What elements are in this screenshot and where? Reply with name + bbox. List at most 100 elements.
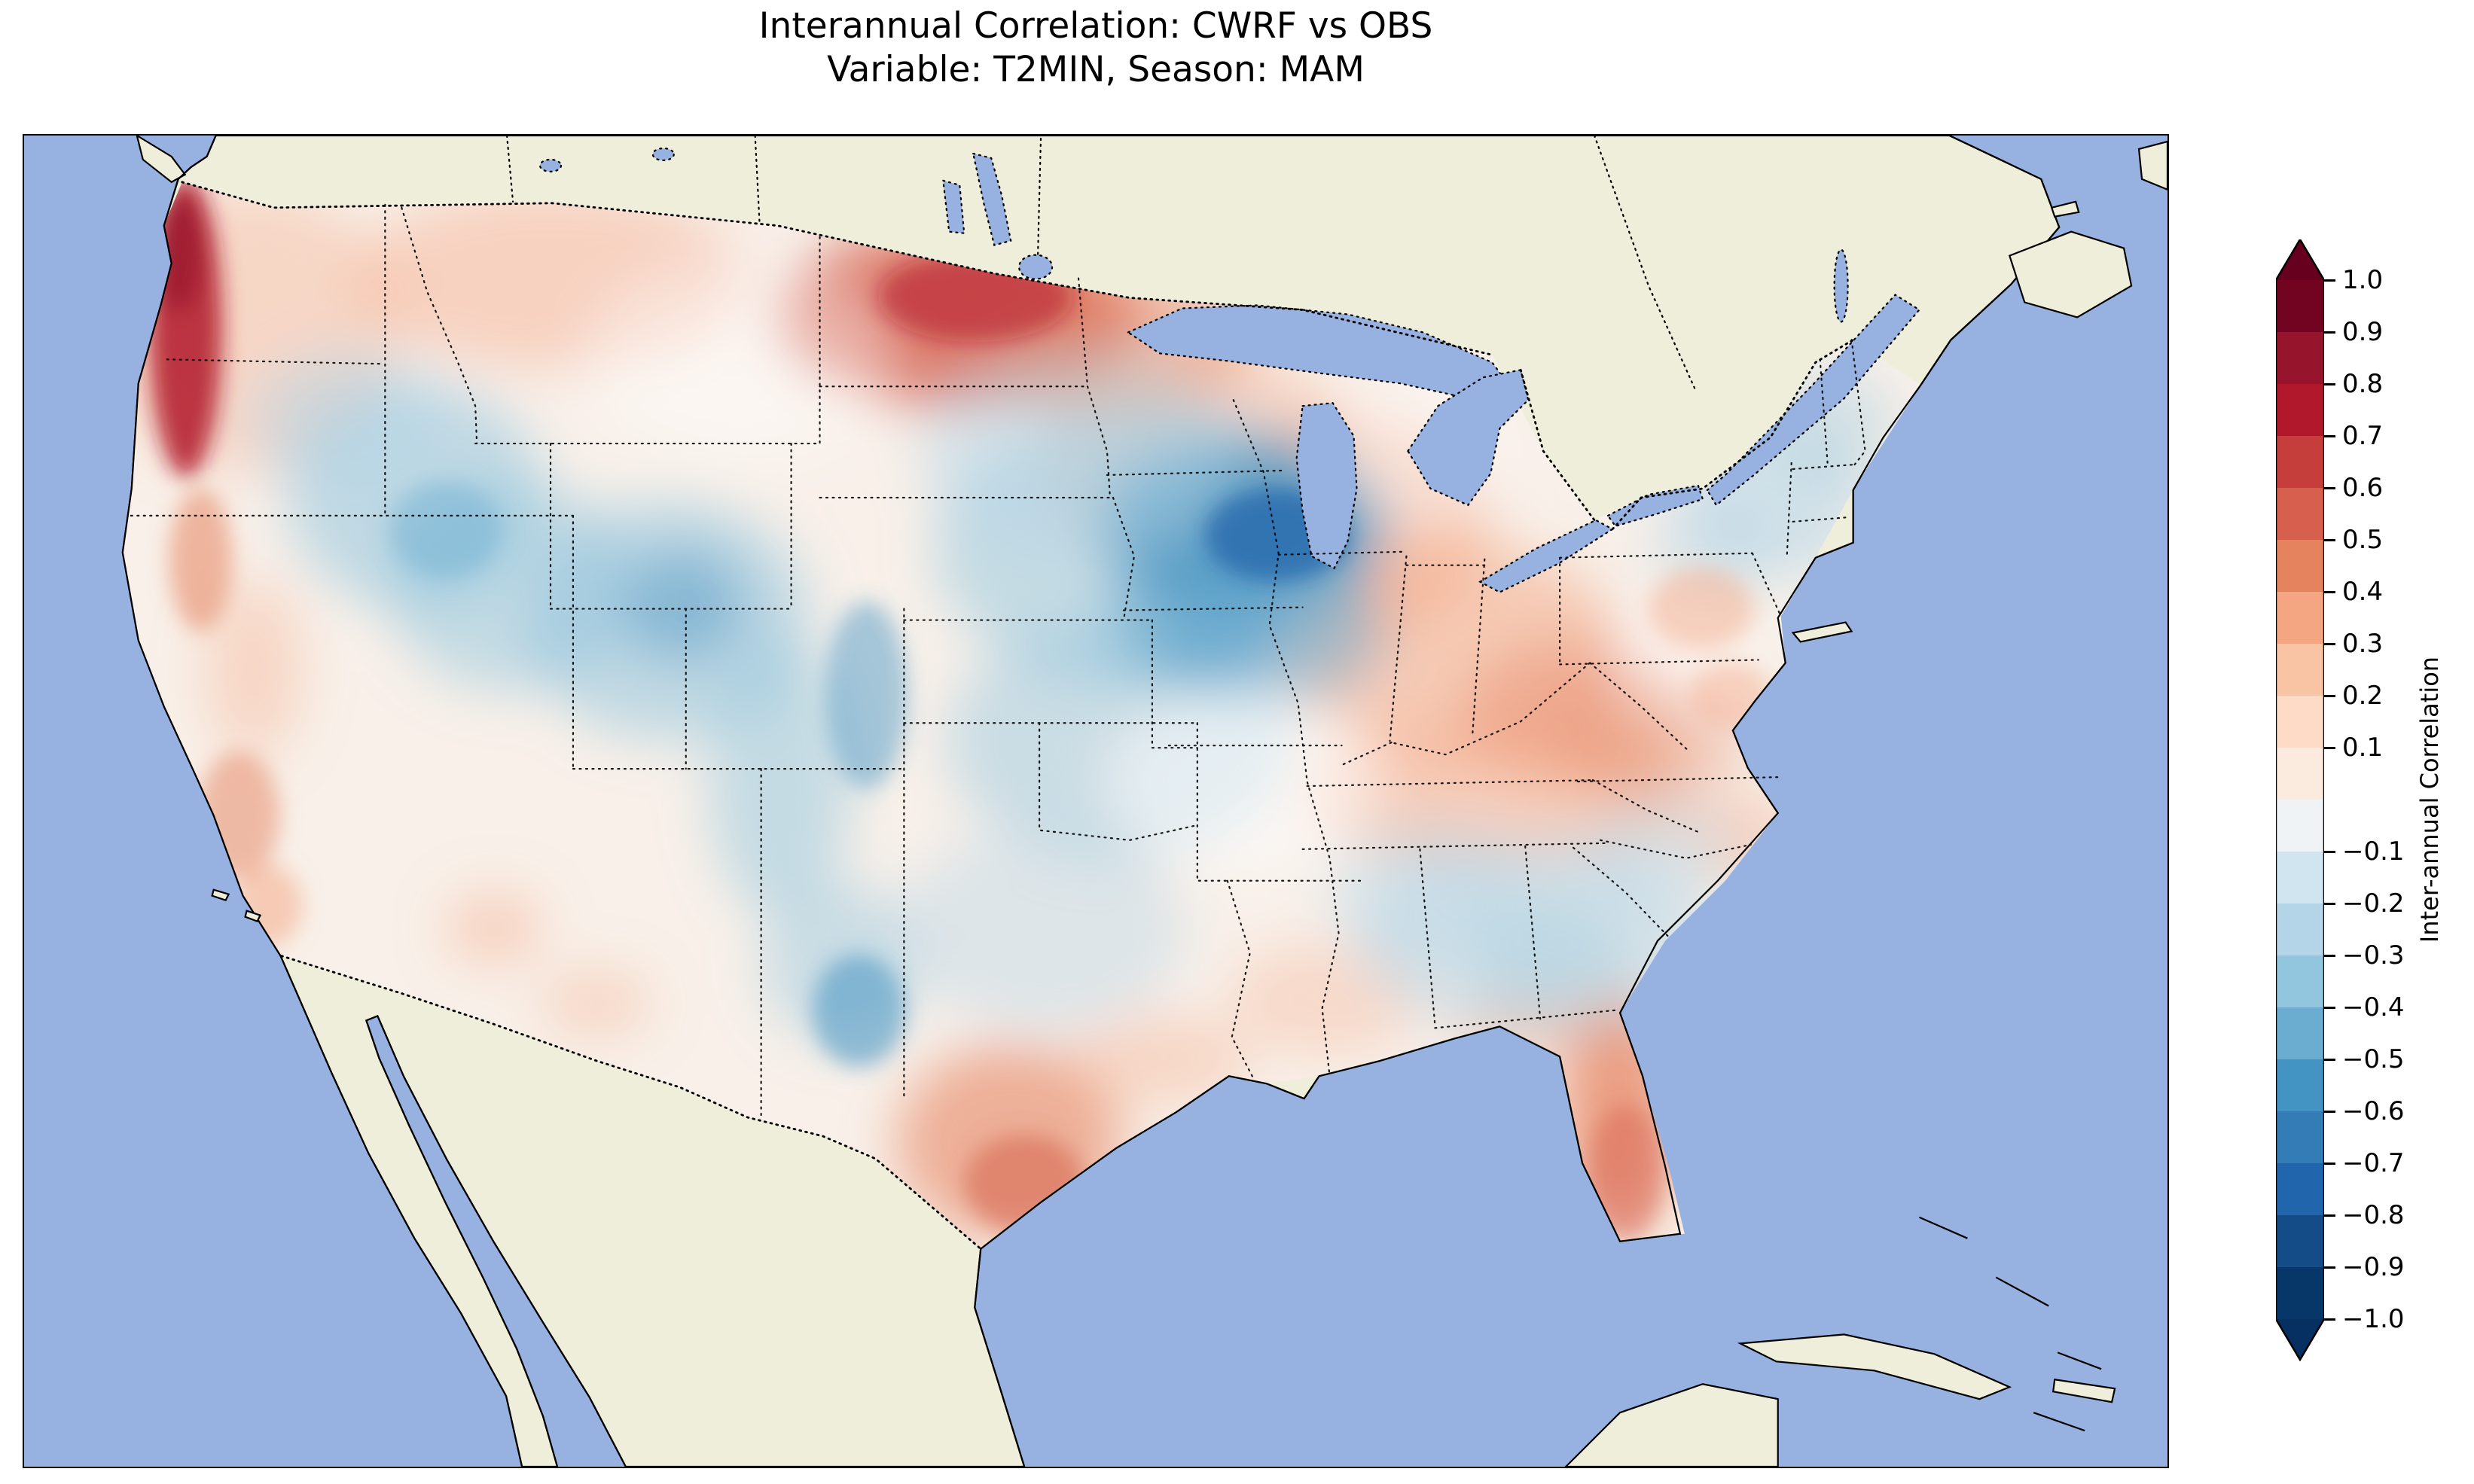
lake-superior: [1126, 304, 1515, 401]
colorbar-segment: [2276, 1111, 2324, 1164]
colorbar-tick-label: 1.0: [2342, 265, 2384, 295]
colorbar-tick-label: 0.7: [2342, 421, 2384, 451]
nova-scotia: [2008, 230, 2133, 318]
colorbar-tick: [2324, 642, 2335, 645]
colorbar-tick-label: 0.6: [2342, 473, 2384, 503]
newfoundland: [2137, 140, 2167, 191]
colorbar-tick: [2324, 434, 2335, 437]
colorbar-tick-label: −0.9: [2342, 1252, 2405, 1282]
colorbar-tick: [2324, 1006, 2335, 1009]
cuba: [1737, 1333, 2012, 1400]
islands: [211, 140, 2167, 1467]
great-lakes: [538, 147, 1921, 593]
colorbar-tick: [2324, 1266, 2335, 1269]
canada-province-borders: [506, 136, 1696, 391]
colorbar-ticks: 1.0 0.9 0.8 0.7 0.6 0.5 0.4 0.3 0.2 0.1 −0.1 −0.2 −0…: [2324, 239, 2474, 1391]
lake-huron: [1407, 369, 1530, 507]
colorbar-segment: [2276, 955, 2324, 1008]
colorbar-tick: [2324, 1110, 2335, 1113]
figure-title: Interannual Correlation: CWRF vs OBS Var…: [23, 5, 2169, 92]
colorbar-segment: [2276, 488, 2324, 541]
colorbar-tick-label: 0.3: [2342, 629, 2384, 659]
figure-title-line1: Interannual Correlation: CWRF vs OBS: [758, 5, 1433, 47]
colorbar-svg: [2274, 237, 2326, 1362]
colorbar-tick: [2324, 1214, 2335, 1217]
colorbar-tick-label: −0.6: [2342, 1096, 2405, 1126]
lake-manitoba: [942, 179, 966, 234]
colorbar-segment: [2276, 904, 2324, 956]
colorbar-tick: [2324, 486, 2335, 489]
colorbar-tick-label: −0.4: [2342, 992, 2405, 1022]
colorbar-segment: [2276, 384, 2324, 437]
yucatan: [1564, 1383, 1779, 1467]
colorbar-axis-label: Inter-annual Correlation: [2415, 656, 2444, 943]
channel-island: [211, 888, 230, 902]
colorbar-tick-label: −0.8: [2342, 1200, 2405, 1230]
prince-edward-island: [2050, 200, 2080, 218]
lake-winnipeg: [972, 152, 1012, 247]
colorbar-segment: [2276, 696, 2324, 748]
us-correlation-map: [24, 136, 2167, 1467]
colorbar-tick: [2324, 746, 2335, 749]
colorbar-tick-label: −0.1: [2342, 836, 2405, 867]
colorbar-tick-label: −0.5: [2342, 1044, 2405, 1074]
colorbar-tick-label: 0.8: [2342, 369, 2384, 399]
colorbar-segment: [2276, 540, 2324, 593]
colorbar-tick: [2324, 1162, 2335, 1165]
colorbar-tick-label: 0.1: [2342, 733, 2384, 763]
colorbar-tick-label: −0.7: [2342, 1148, 2405, 1178]
colorbar-tick: [2324, 902, 2335, 905]
coastlines: [121, 136, 2061, 1467]
colorbar-tick: [2324, 382, 2335, 385]
colorbar: [2274, 237, 2326, 1362]
st-lawrence-river: [1706, 294, 1921, 507]
international-borders: [181, 136, 1854, 1251]
small-lake: [651, 147, 675, 162]
colorbar-segment: [2276, 748, 2324, 800]
colorbar-tick: [2324, 590, 2335, 593]
colorbar-tick-label: 0.5: [2342, 525, 2384, 555]
us-mexico-border: [280, 955, 982, 1251]
lake-champlain: [1833, 248, 1849, 323]
long-island: [1791, 621, 1853, 643]
colorbar-tick: [2324, 331, 2335, 334]
colorbar-segment: [2276, 592, 2324, 644]
lake-ontario: [1606, 484, 1704, 528]
lake-of-the-woods: [1018, 254, 1054, 280]
colorbar-tick-label: −0.3: [2342, 940, 2405, 971]
colorbar-tick: [2324, 1058, 2335, 1061]
colorbar-segment: [2276, 1267, 2324, 1320]
colorbar-tick: [2324, 1318, 2335, 1321]
colorbar-tick: [2324, 279, 2335, 282]
colorbar-segment: [2276, 280, 2324, 333]
colorbar-tick: [2324, 538, 2335, 541]
us-canada-border: [181, 181, 1854, 531]
colorbar-segment: [2276, 436, 2324, 489]
colorbar-segment: [2276, 332, 2324, 385]
colorbar-segment: [2276, 1215, 2324, 1268]
colorbar-segment: [2276, 1007, 2324, 1060]
colorbar-extend-under: [2276, 1319, 2324, 1360]
colorbar-tick: [2324, 694, 2335, 697]
state-borders: [130, 203, 1866, 1121]
colorbar-segment: [2276, 1163, 2324, 1216]
colorbar-segment: [2276, 800, 2324, 852]
lake-michigan: [1295, 402, 1358, 570]
colorbar-tick: [2324, 954, 2335, 957]
colorbar-extend-over: [2276, 239, 2324, 280]
conus-correlation-field: [122, 181, 1921, 1249]
colorbar-segment: [2276, 644, 2324, 696]
colorbar-tick-label: 0.4: [2342, 577, 2384, 607]
colorbar-segment: [2276, 1059, 2324, 1112]
colorbar-tick-label: 0.2: [2342, 681, 2384, 711]
colorbar-tick-label: −0.2: [2342, 888, 2405, 919]
hispaniola: [2051, 1379, 2116, 1403]
channel-island: [244, 910, 262, 923]
small-lake: [538, 158, 563, 172]
colorbar-tick-label: −1.0: [2342, 1304, 2405, 1334]
colorbar-tick-label: 0.9: [2342, 317, 2384, 347]
colorbar-segment: [2276, 852, 2324, 904]
map-frame: [23, 134, 2169, 1468]
bahamas-chain: [1919, 1216, 2102, 1432]
colorbar-tick: [2324, 850, 2335, 853]
